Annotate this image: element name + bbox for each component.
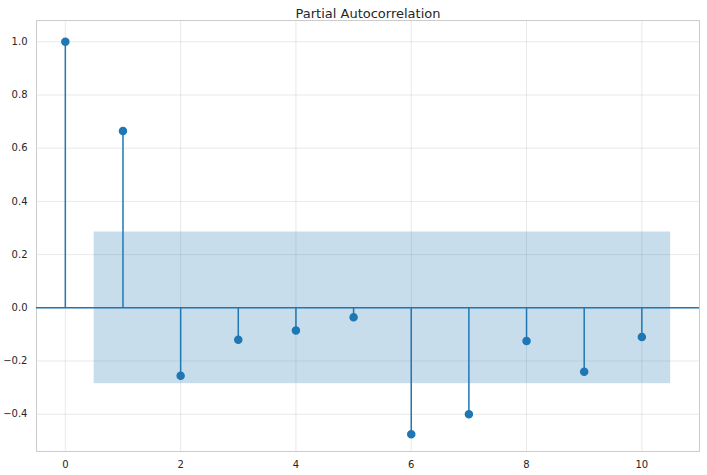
svg-text:1.0: 1.0 (12, 36, 28, 47)
svg-text:8: 8 (523, 459, 529, 470)
svg-text:0.0: 0.0 (12, 302, 28, 313)
svg-text:0: 0 (62, 459, 68, 470)
svg-text:0.8: 0.8 (12, 89, 28, 100)
svg-text:10: 10 (635, 459, 648, 470)
svg-text:4: 4 (293, 459, 299, 470)
svg-text:0.6: 0.6 (12, 142, 28, 153)
svg-text:Partial Autocorrelation: Partial Autocorrelation (296, 6, 441, 21)
svg-text:6: 6 (408, 459, 414, 470)
svg-text:0.4: 0.4 (12, 196, 28, 207)
svg-text:−0.2: −0.2 (3, 355, 27, 366)
svg-text:0.2: 0.2 (12, 249, 28, 260)
svg-text:−0.4: −0.4 (3, 408, 27, 419)
svg-text:2: 2 (177, 459, 183, 470)
